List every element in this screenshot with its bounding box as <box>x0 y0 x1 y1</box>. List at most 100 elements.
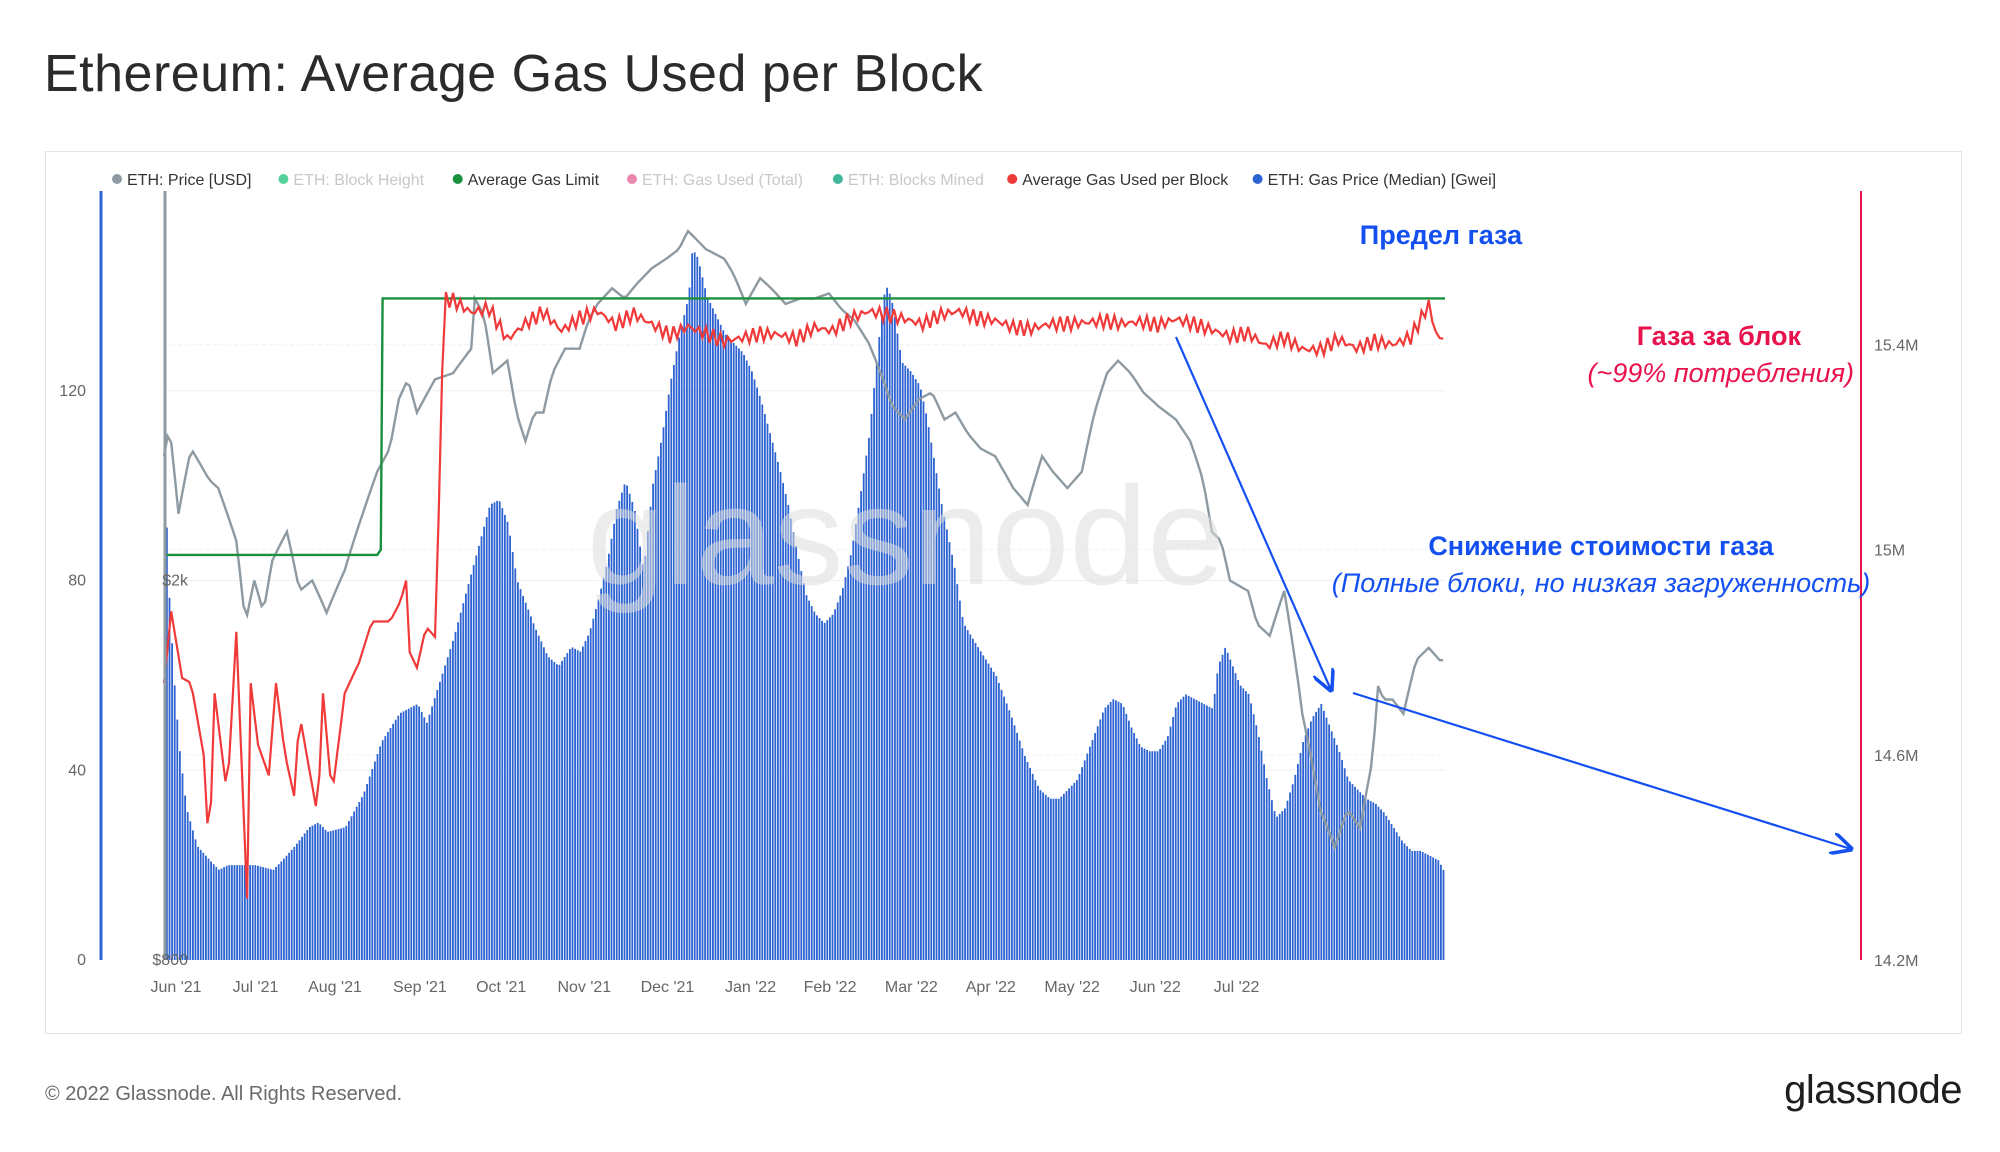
gas-price-bar <box>212 864 215 960</box>
gas-price-bar <box>670 378 673 960</box>
gas-price-bar <box>301 836 303 960</box>
gas-price-bar <box>621 492 623 960</box>
gas-price-bar <box>1156 751 1159 960</box>
gas-price-bar <box>592 618 595 960</box>
gas-price-bar <box>400 712 402 960</box>
gas-price-bar <box>808 600 810 960</box>
gas-price-bar <box>285 855 288 960</box>
y-tick-gas-price: 40 <box>68 762 86 779</box>
gas-price-bar <box>563 657 566 960</box>
gas-price-bar <box>722 330 725 960</box>
gas-price-bar <box>1203 704 1206 960</box>
gas-price-bar <box>956 584 959 960</box>
gas-price-bar <box>589 628 592 960</box>
gas-price-bar <box>909 371 912 960</box>
gas-price-bar <box>800 571 803 960</box>
gas-price-bar <box>1216 673 1219 960</box>
legend-entry: ETH: Gas Used (Total) <box>642 172 803 189</box>
gas-price-bar <box>1102 712 1104 960</box>
gas-price-bar <box>485 517 488 960</box>
gas-price-bar <box>769 433 771 960</box>
x-tick-label: Nov '21 <box>557 979 611 996</box>
gas-price-bar <box>1198 701 1200 960</box>
x-tick-label: Oct '21 <box>476 979 526 996</box>
x-tick-label: Jul '21 <box>233 979 279 996</box>
gas-price-bar <box>595 609 597 960</box>
gas-price-bar <box>270 869 272 960</box>
gas-price-bar <box>1239 685 1242 960</box>
legend-swatch <box>832 174 843 184</box>
gas-price-bar <box>361 797 363 960</box>
gas-price-bar <box>1278 813 1281 960</box>
gas-price-bar <box>548 657 550 960</box>
gas-price-bar <box>1354 786 1356 960</box>
legend-swatch <box>1007 174 1018 184</box>
gas-price-bar <box>465 593 467 960</box>
gas-price-bar <box>756 387 758 960</box>
annotation-gas-per-block: Газа за блок <box>1637 321 1802 351</box>
gas-price-bar <box>946 529 948 960</box>
gas-price-bar <box>730 340 732 960</box>
gas-price-bar <box>454 631 457 960</box>
gas-price-bar <box>517 582 519 960</box>
gas-price-bar <box>940 503 943 960</box>
gas-price-bar <box>1008 710 1011 960</box>
gas-price-bar <box>839 595 842 960</box>
gas-price-bar <box>462 603 465 960</box>
gas-price-bar <box>197 846 199 960</box>
gas-price-bar <box>433 698 436 960</box>
legend-entry: ETH: Blocks Mined <box>848 172 984 189</box>
gas-price-bar <box>636 528 639 960</box>
gas-price-bar <box>1336 744 1338 960</box>
gas-price-bar <box>1401 840 1403 960</box>
gas-price-bar <box>238 865 241 961</box>
gas-price-bar <box>337 829 340 960</box>
gas-price-bar <box>392 723 394 960</box>
gas-price-bar <box>470 574 472 960</box>
gas-price-bar <box>779 472 782 960</box>
gas-price-bar <box>298 840 301 960</box>
gas-price-bar <box>1255 725 1258 960</box>
gas-price-bar <box>316 822 319 960</box>
gas-price-bar <box>218 869 220 960</box>
gas-price-bar <box>348 821 350 960</box>
gas-price-bar <box>680 325 683 961</box>
gas-price-bar <box>860 491 862 960</box>
gas-price-bar <box>569 649 571 960</box>
gas-price-bar <box>283 858 285 960</box>
gas-price-bar <box>233 865 236 961</box>
gas-price-bar <box>1286 800 1289 960</box>
footer-logo[interactable]: glassnode <box>1784 1068 1962 1112</box>
y-tick-gas-used: 15.4M <box>1874 338 1918 355</box>
gas-price-bar <box>1073 782 1076 960</box>
gas-price-bar <box>584 641 587 960</box>
gas-price-bar <box>303 833 306 960</box>
gas-price-bar <box>686 304 688 960</box>
gas-price-bar <box>537 635 540 960</box>
gas-price-bar <box>1284 808 1286 960</box>
gas-price-bar <box>397 715 400 960</box>
gas-price-bar <box>1369 800 1372 960</box>
gas-price-bar <box>1141 747 1143 960</box>
gas-price-bar <box>641 564 644 960</box>
gas-price-bar <box>1421 851 1424 960</box>
gas-price-bar <box>413 705 415 960</box>
gas-price-bar <box>1031 773 1034 960</box>
gas-price-bar <box>1359 792 1362 960</box>
gas-price-bar <box>855 524 857 960</box>
gas-price-bar <box>509 535 511 960</box>
gas-price-bar <box>205 855 207 960</box>
gas-price-bar <box>1367 799 1369 960</box>
gas-price-bar <box>215 866 218 960</box>
gas-price-bar <box>379 746 381 960</box>
gas-price-bar <box>1343 768 1346 960</box>
gas-price-bar <box>738 348 740 960</box>
gas-price-bar <box>1221 654 1224 960</box>
gas-price-bar <box>244 865 246 961</box>
gas-price-bar <box>1437 860 1440 960</box>
gas-price-bar <box>904 365 907 960</box>
gas-price-bar <box>961 616 964 960</box>
gas-price-bar <box>329 831 332 960</box>
gas-price-bar <box>353 811 355 960</box>
gas-price-bar <box>1029 767 1031 960</box>
